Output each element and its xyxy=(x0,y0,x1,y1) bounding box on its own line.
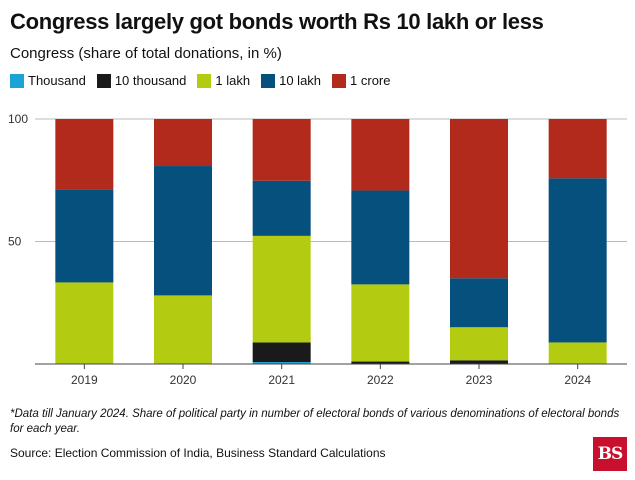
legend-label-1-crore: 1 crore xyxy=(350,73,391,88)
bar-2019-1-crore xyxy=(55,119,114,190)
legend: Thousand 10 thousand 1 lakh 10 lakh 1 cr… xyxy=(10,73,402,88)
legend-item-1-crore: 1 crore xyxy=(332,73,391,88)
legend-item-thousand: Thousand xyxy=(10,73,86,88)
business-standard-logo: BS xyxy=(593,437,627,471)
y-tick-label-100: 100 xyxy=(8,112,28,126)
legend-swatch-10-lakh xyxy=(261,73,276,88)
bar-2021-10-thousand xyxy=(252,342,311,363)
legend-swatch-1-crore xyxy=(332,73,347,88)
bar-2024-10-lakh xyxy=(548,178,607,343)
legend-swatch-1-lakh xyxy=(197,73,212,88)
bar-2020-1-lakh xyxy=(154,295,212,364)
legend-item-10-lakh: 10 lakh xyxy=(261,73,321,88)
legend-label-10-thousand: 10 thousand xyxy=(114,73,187,88)
legend-label-10-lakh: 10 lakh xyxy=(279,73,322,88)
bar-2020-1-crore xyxy=(154,119,212,167)
bar-2020-10-lakh xyxy=(154,166,212,296)
x-tick-label-2022: 2022 xyxy=(367,373,394,387)
legend-label-thousand: Thousand xyxy=(28,73,86,88)
bar-2024-1-lakh xyxy=(548,342,607,364)
bar-2021-Thousand xyxy=(252,362,311,364)
source-note: Source: Election Commission of India, Bu… xyxy=(10,446,386,460)
chart-title: Congress largely got bonds worth Rs 10 l… xyxy=(10,9,544,34)
bar-2019-10-lakh xyxy=(55,189,114,283)
bar-2024-1-crore xyxy=(548,119,607,179)
footnote: *Data till January 2024. Share of politi… xyxy=(10,408,620,435)
bar-2022-1-lakh xyxy=(351,284,410,362)
bar-2023-10-lakh xyxy=(450,278,508,328)
chart-subtitle: Congress (share of total donations, in %… xyxy=(10,45,282,62)
x-tick-label-2019: 2019 xyxy=(71,373,98,387)
bar-2023-1-crore xyxy=(450,119,508,279)
legend-label-1-lakh: 1 lakh xyxy=(215,73,251,88)
x-tick-label-2023: 2023 xyxy=(466,373,493,387)
bar-2022-10-thousand xyxy=(351,361,410,364)
bar-2021-1-lakh xyxy=(252,235,311,343)
bar-2023-1-lakh xyxy=(450,327,508,361)
stacked-bar-chart: 50 100 2019 2020 2021 2022 2023 2024 xyxy=(8,112,627,387)
bar-2022-1-crore xyxy=(351,119,410,191)
legend-swatch-thousand xyxy=(10,73,24,88)
legend-item-10-thousand: 10 thousand xyxy=(96,73,187,88)
y-tick-label-50: 50 xyxy=(8,235,22,249)
x-tick-label-2021: 2021 xyxy=(268,373,295,387)
legend-swatch-10-thousand xyxy=(96,73,111,88)
bar-2023-10-thousand xyxy=(450,360,508,364)
x-tick-label-2020: 2020 xyxy=(170,373,197,387)
bar-2021-10-lakh xyxy=(252,180,311,236)
x-tick-label-2024: 2024 xyxy=(564,373,591,387)
legend-item-1-lakh: 1 lakh xyxy=(197,73,250,88)
bar-2021-1-crore xyxy=(252,119,311,181)
bar-2019-1-lakh xyxy=(55,282,114,364)
bar-2022-10-lakh xyxy=(351,190,410,285)
